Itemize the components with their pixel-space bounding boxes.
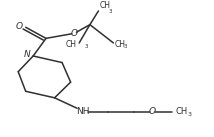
Text: 3: 3 — [109, 9, 112, 14]
Text: CH: CH — [100, 1, 110, 10]
Text: N: N — [24, 50, 31, 59]
Text: CH: CH — [66, 40, 77, 49]
Text: CH: CH — [175, 107, 188, 116]
Text: 3: 3 — [124, 44, 127, 49]
Text: 3: 3 — [85, 44, 88, 49]
Text: 3: 3 — [187, 112, 191, 117]
Text: O: O — [71, 29, 78, 38]
Text: O: O — [148, 107, 156, 116]
Text: CH: CH — [114, 40, 125, 49]
Text: O: O — [16, 22, 23, 31]
Text: NH: NH — [76, 107, 89, 116]
